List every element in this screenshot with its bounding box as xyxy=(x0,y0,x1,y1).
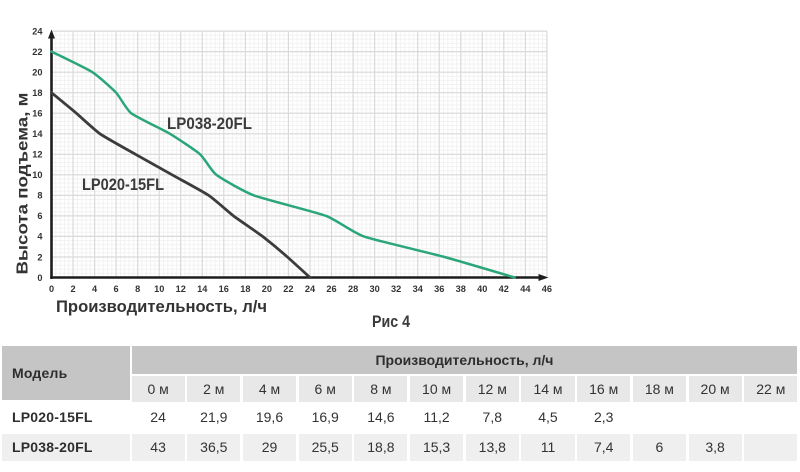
svg-text:20: 20 xyxy=(32,68,42,78)
svg-text:12: 12 xyxy=(176,284,186,294)
svg-text:46: 46 xyxy=(542,284,552,294)
svg-text:24: 24 xyxy=(305,284,316,294)
svg-text:22: 22 xyxy=(32,47,42,57)
svg-text:30: 30 xyxy=(369,284,379,294)
svg-text:14: 14 xyxy=(197,284,208,294)
svg-text:16: 16 xyxy=(32,109,42,119)
svg-text:8: 8 xyxy=(37,191,42,201)
svg-text:12: 12 xyxy=(32,150,42,160)
svg-text:24: 24 xyxy=(32,26,43,36)
svg-text:4: 4 xyxy=(37,232,43,242)
svg-text:Высота подъема, м: Высота подъема, м xyxy=(15,93,32,275)
svg-text:28: 28 xyxy=(348,284,358,294)
svg-text:38: 38 xyxy=(456,284,466,294)
svg-text:22: 22 xyxy=(283,284,293,294)
svg-text:Рис 4: Рис 4 xyxy=(372,313,411,331)
svg-text:Производительность, л/ч: Производительность, л/ч xyxy=(56,297,267,316)
svg-text:18: 18 xyxy=(240,284,250,294)
svg-text:36: 36 xyxy=(434,284,444,294)
svg-text:6: 6 xyxy=(37,211,42,221)
svg-text:18: 18 xyxy=(32,88,42,98)
svg-text:2: 2 xyxy=(70,284,75,294)
svg-text:40: 40 xyxy=(477,284,487,294)
svg-text:LP020-15FL: LP020-15FL xyxy=(82,175,164,194)
svg-text:10: 10 xyxy=(154,284,164,294)
svg-text:2: 2 xyxy=(37,252,42,262)
svg-text:16: 16 xyxy=(219,284,229,294)
svg-text:4: 4 xyxy=(92,284,98,294)
svg-text:32: 32 xyxy=(391,284,401,294)
svg-text:20: 20 xyxy=(262,284,272,294)
svg-text:0: 0 xyxy=(49,284,54,294)
svg-text:8: 8 xyxy=(135,284,140,294)
svg-text:44: 44 xyxy=(520,284,531,294)
svg-text:6: 6 xyxy=(114,284,119,294)
svg-text:LP038-20FL: LP038-20FL xyxy=(167,114,252,133)
svg-text:0: 0 xyxy=(37,273,42,283)
svg-text:42: 42 xyxy=(499,284,509,294)
svg-text:26: 26 xyxy=(326,284,336,294)
svg-text:10: 10 xyxy=(32,170,42,180)
svg-text:34: 34 xyxy=(413,284,424,294)
svg-text:14: 14 xyxy=(32,129,43,139)
